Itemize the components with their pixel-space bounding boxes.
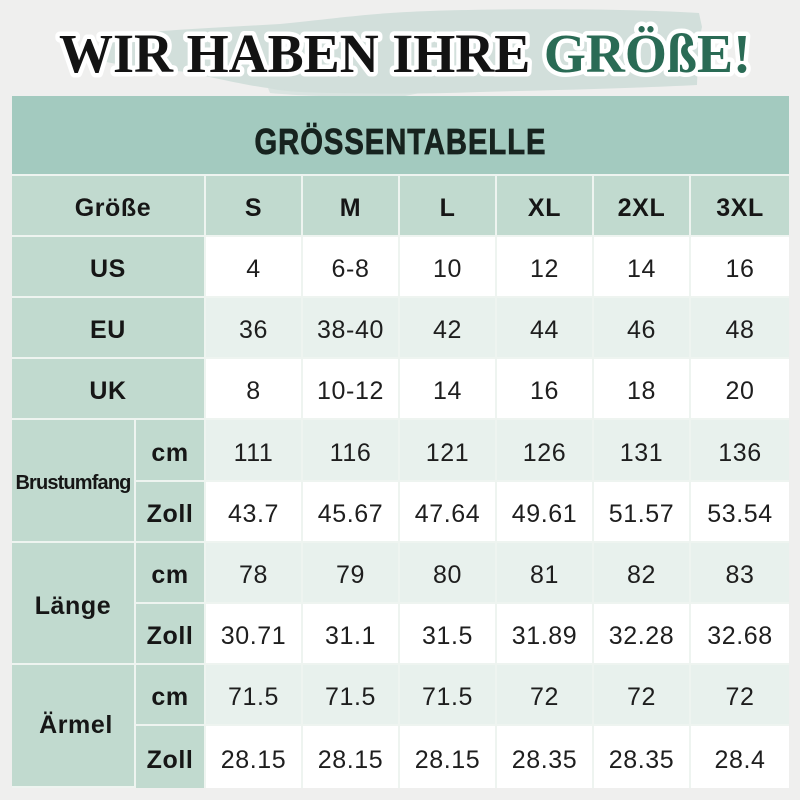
- svg-text:WIR HABEN IHRE GRÖßE!: WIR HABEN IHRE GRÖßE!: [59, 23, 751, 84]
